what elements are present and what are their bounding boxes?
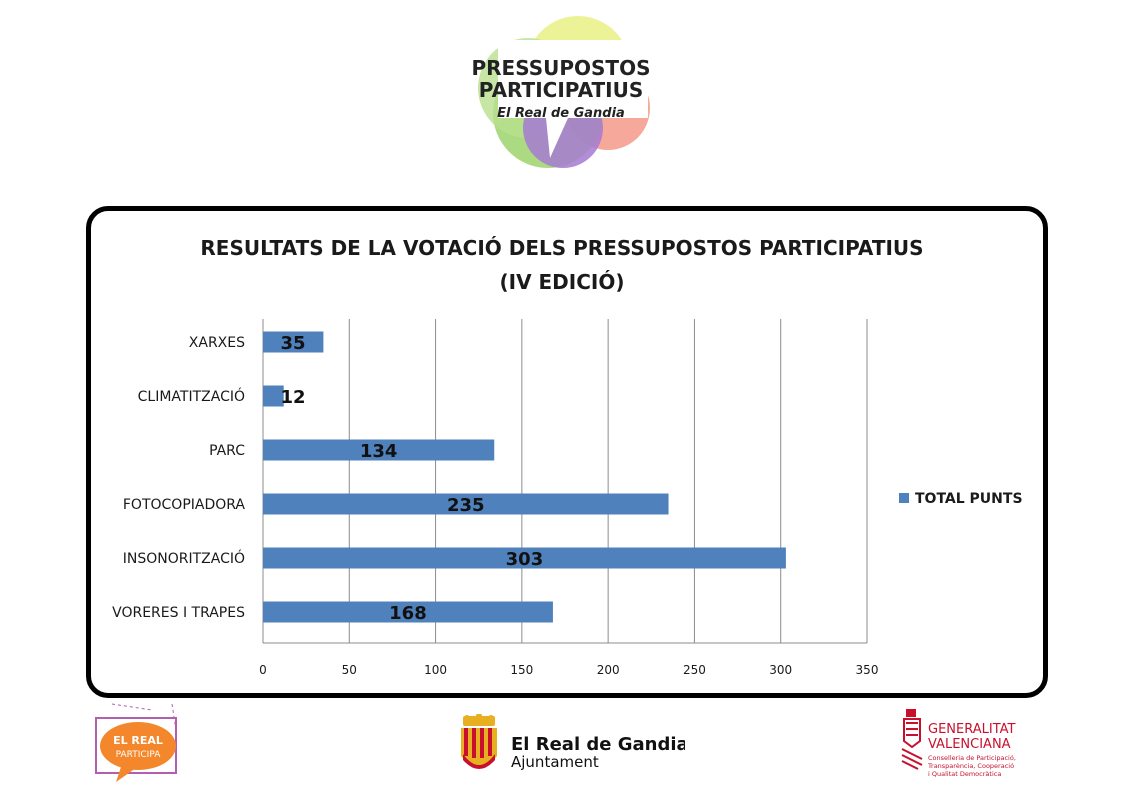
category-label: PARC xyxy=(209,443,245,459)
category-label: VORERES I TRAPES xyxy=(112,605,245,621)
category-label: INSONORITZACIÓ xyxy=(123,549,245,567)
gva-line-1: GENERALITAT xyxy=(928,722,1016,737)
chart-frame: RESULTATS DE LA VOTACIÓ DELS PRESSUPOSTO… xyxy=(86,206,1048,698)
data-label: 235 xyxy=(447,495,485,516)
bar-chart: RESULTATS DE LA VOTACIÓ DELS PRESSUPOSTO… xyxy=(112,236,1023,677)
x-tick-label: 100 xyxy=(424,663,447,677)
bar xyxy=(263,439,495,461)
elreal-line-2: PARTICIPA xyxy=(116,750,162,760)
legend-label: TOTAL PUNTS xyxy=(915,491,1023,507)
x-tick-label: 300 xyxy=(769,663,792,677)
el-real-participa-logo: EL REAL PARTICIPA xyxy=(95,703,177,782)
bars: 35 12 134 235 303 168 xyxy=(263,331,786,624)
x-tick-labels: 0 50 100 150 200 250 300 350 xyxy=(259,663,878,677)
x-tick-label: 350 xyxy=(856,663,879,677)
gva-line-3: Conselleria de Participació, xyxy=(928,754,1016,762)
x-tick-label: 250 xyxy=(683,663,706,677)
gva-line-2: VALENCIANA xyxy=(928,737,1011,752)
legend: TOTAL PUNTS xyxy=(899,491,1023,507)
data-label: 168 xyxy=(389,603,427,624)
bar xyxy=(263,547,786,569)
generalitat-valenciana-logo: GENERALITAT VALENCIANA Conselleria de Pa… xyxy=(901,709,1016,778)
data-label: 12 xyxy=(280,387,305,408)
legend-swatch xyxy=(899,493,909,503)
logo-line-2: PARTICIPATIUS xyxy=(479,78,643,102)
gva-line-5: i Qualitat Democràtica xyxy=(928,770,1001,778)
data-label: 134 xyxy=(360,441,398,462)
x-tick-label: 0 xyxy=(259,663,267,677)
generalitat-emblem-icon xyxy=(901,709,923,770)
elreal-line-1: EL REAL xyxy=(113,734,163,747)
gva-line-4: Transparència, Cooperació xyxy=(927,762,1014,770)
grid xyxy=(262,319,868,644)
chart-title-line-2: (IV EDICIÓ) xyxy=(500,270,625,294)
category-labels: XARXES CLIMATITZACIÓ PARC FOTOCOPIADORA INSO… xyxy=(112,335,245,621)
coat-of-arms-icon xyxy=(461,714,497,769)
ajuntament-logo: El Real de Gandia Ajuntament xyxy=(461,714,685,771)
data-label: 303 xyxy=(506,549,544,570)
logo-line-3: El Real de Gandia xyxy=(497,106,625,121)
bar xyxy=(263,331,324,353)
ajuntament-line-2: Ajuntament xyxy=(511,753,599,771)
category-label: FOTOCOPIADORA xyxy=(123,497,246,513)
logo-line-1: PRESSUPOSTOS xyxy=(472,56,651,80)
data-label: 35 xyxy=(280,333,305,354)
bar xyxy=(263,493,669,515)
x-tick-label: 150 xyxy=(510,663,533,677)
category-label: CLIMATITZACIÓ xyxy=(138,387,245,405)
bar xyxy=(263,385,284,407)
ajuntament-line-1: El Real de Gandia xyxy=(511,734,685,755)
pressupostos-participatius-logo: PRESSUPOSTOS PARTICIPATIUS El Real de Ga… xyxy=(472,16,651,168)
x-tick-label: 50 xyxy=(342,663,357,677)
bar xyxy=(263,601,553,623)
category-label: XARXES xyxy=(189,335,245,351)
chart-title-line-1: RESULTATS DE LA VOTACIÓ DELS PRESSUPOSTO… xyxy=(200,236,923,260)
x-tick-label: 200 xyxy=(597,663,620,677)
